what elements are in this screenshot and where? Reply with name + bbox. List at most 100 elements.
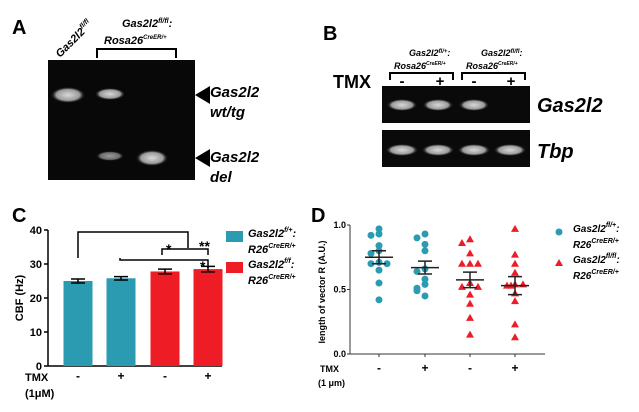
lane-label: +: [436, 73, 445, 90]
svg-text:C: C: [12, 205, 26, 227]
y-tick-label: 0.5: [333, 285, 346, 295]
legend-label: Gas2l2f/+:: [248, 227, 296, 240]
y-tick-label: 30: [30, 259, 42, 271]
data-point-circle: [421, 280, 429, 288]
data-point-triangle: [466, 290, 474, 298]
legend-label-line2: R26CreER/+: [573, 269, 619, 282]
data-point-triangle: [511, 250, 519, 258]
data-point-triangle: [511, 259, 519, 267]
group-bracket: [96, 48, 177, 58]
gel-band-gas2l2: [459, 99, 489, 111]
data-point-triangle: [466, 330, 474, 338]
data-point-triangle: [466, 235, 474, 243]
data-point-circle: [383, 260, 391, 268]
group1-label-line1: Gas2l2fl/+:: [409, 48, 450, 58]
band-label-lower: Gas2l2: [210, 149, 260, 166]
data-point-circle: [367, 260, 375, 268]
error-bar: [114, 275, 128, 281]
data-point-circle: [421, 275, 429, 283]
sem-bar: [463, 271, 477, 289]
data-point-circle: [413, 287, 421, 295]
data-point-circle: [421, 247, 429, 255]
data-point-triangle: [511, 268, 519, 276]
legend-marker-circle: [555, 228, 563, 236]
tmx-label: TMX: [333, 72, 371, 92]
x-tick-label: -: [468, 361, 472, 375]
legend-label: Gas2l2fl/+:: [573, 222, 619, 235]
error-bar: [158, 268, 172, 275]
data-point-circle: [367, 231, 375, 239]
panel-d: D length of vector R (A.U.) 0.0 0.5 1.0 - + -…: [311, 205, 620, 388]
sem-bar: [508, 275, 522, 296]
data-point-triangle: [511, 297, 519, 305]
x-axis-label: TMX: [320, 364, 339, 374]
x-tick-label: +: [117, 369, 124, 383]
lane-label: -: [400, 73, 405, 90]
gel-band-tbp: [386, 144, 418, 156]
legend-label-line2: R26CreER/+: [248, 243, 296, 256]
group2-label-line2: Rosa26CreER/+: [466, 61, 518, 71]
group1-label-line2: Rosa26CreER/+: [394, 61, 446, 71]
data-point-circle: [375, 242, 383, 250]
data-point-triangle: [458, 259, 466, 267]
data-point-triangle: [466, 259, 474, 267]
significance-brackets: [77, 231, 209, 268]
significance-star: **: [199, 238, 210, 254]
data-point-triangle: [474, 259, 482, 267]
panel-c: C CBF (Hz) 0 10 20 30 40 - + - + * ** * TMX (1μ…: [12, 205, 296, 400]
lane-label: -: [472, 73, 477, 90]
significance-star: *: [166, 241, 172, 257]
panel-b-label: B: [323, 23, 337, 45]
group-brackets: [389, 72, 526, 80]
band-label-upper-sub: wt/tg: [210, 104, 245, 121]
legend-label-line2: R26CreER/+: [573, 238, 619, 251]
gel-band-tbp: [494, 144, 526, 156]
x-axis-label: TMX: [25, 372, 49, 384]
group-label-line2: Rosa26CreER/+: [104, 35, 167, 47]
data-point-triangle: [474, 282, 482, 290]
gel-band-gas2l2: [387, 99, 417, 111]
y-tick-label: 20: [30, 293, 42, 305]
y-tick-label: 40: [30, 225, 42, 237]
gel-band: [51, 87, 85, 103]
y-tick-label: 0: [36, 361, 42, 373]
x-tick-label: -: [377, 361, 381, 375]
y-axis-label: CBF (Hz): [14, 274, 26, 321]
x-tick-label: -: [76, 369, 80, 383]
agarose-gel: [48, 60, 195, 180]
panel-a-label: A: [12, 17, 26, 39]
bar: [106, 278, 136, 366]
data-point-triangle: [511, 333, 519, 341]
band-label-lower-sub: del: [210, 169, 233, 186]
panel-a: A Gas2l2fl/fl Gas2l2fl/fl: Rosa26CreER/+…: [12, 17, 260, 186]
gel-band: [136, 150, 168, 166]
gel-band: [95, 88, 125, 100]
data-point-circle: [375, 279, 383, 287]
x-tick-label: +: [204, 369, 211, 383]
gel-band: [96, 151, 124, 161]
error-bar: [71, 278, 85, 284]
gel2-label: Tbp: [537, 141, 574, 163]
y-axis-label: length of vector R (A.U.): [317, 240, 327, 343]
lane-label-control: Gas2l2fl/fl: [53, 17, 96, 60]
x-axis-label-unit: (1 μm): [318, 378, 345, 388]
significance-star: *: [200, 258, 206, 274]
x-tick-label: +: [511, 361, 518, 375]
x-tick-label: +: [421, 361, 428, 375]
data-point-circle: [413, 267, 421, 275]
data-point-triangle: [466, 249, 474, 257]
arrowhead-icon: [195, 86, 210, 104]
data-point-circle: [367, 249, 375, 257]
x-axis-label-unit: (1μM): [25, 388, 55, 400]
sem-bar: [418, 260, 432, 275]
y-tick-label: 1.0: [333, 220, 346, 230]
bar: [193, 269, 223, 366]
gel-band-tbp: [422, 144, 454, 156]
data-point-triangle: [511, 224, 519, 232]
legend-swatch: [226, 262, 243, 273]
group-label-line1: Gas2l2fl/fl:: [122, 18, 173, 30]
data-point-triangle: [458, 282, 466, 290]
legend-swatch: [226, 231, 243, 242]
x-tick-label: -: [163, 369, 167, 383]
legend-label: Gas2l2fl/fl:: [573, 253, 620, 266]
